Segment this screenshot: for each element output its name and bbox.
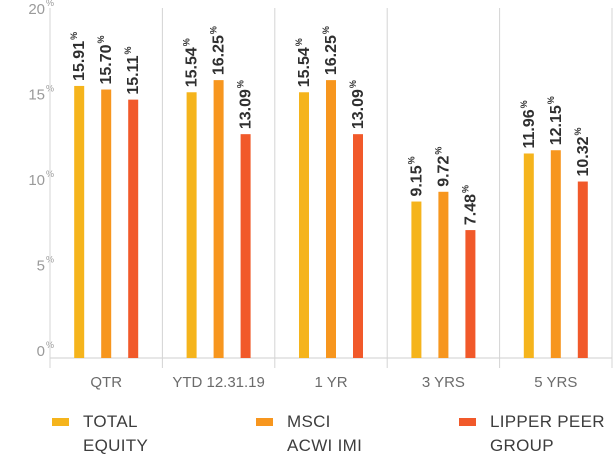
legend-label-msci-acwi-imi: MSCI ACWI IMI <box>287 412 363 455</box>
bar-5-yrs-msci-acwi-imi <box>550 150 561 358</box>
data-label-qtr-total-equity: 15.91% <box>69 32 88 81</box>
legend-item-total-equity: TOTAL EQUITY <box>52 410 148 458</box>
legend-swatch-total-equity <box>52 418 69 426</box>
bar-5-yrs-lipper-peer-group <box>577 181 588 358</box>
data-label-5-yrs-lipper-peer-group: 10.32% <box>573 127 592 176</box>
y-tick-label-15: 15 <box>28 87 45 104</box>
x-tick-label-ytd-12-31-19: YTD 12.31.19 <box>172 374 265 391</box>
legend-swatch-msci-acwi-imi <box>256 418 273 426</box>
x-tick-label-3-yrs: 3 YRS <box>422 374 465 391</box>
bar-3-yrs-total-equity <box>411 201 422 358</box>
data-label-percent: % <box>460 185 470 193</box>
bar-ytd-12-31-19-total-equity <box>186 92 197 359</box>
data-label-percent: % <box>96 35 106 43</box>
data-label-ytd-12-31-19-msci-acwi-imi: 16.25% <box>209 26 228 75</box>
data-label-5-yrs-msci-acwi-imi: 12.15% <box>546 96 565 145</box>
data-label-qtr-msci-acwi-imi: 15.70% <box>96 35 115 84</box>
data-label-percent: % <box>209 26 219 34</box>
bar-ytd-12-31-19-lipper-peer-group <box>240 134 251 358</box>
data-label-percent: % <box>406 156 416 164</box>
y-tick-label-20: 20 <box>28 1 45 18</box>
data-label-percent: % <box>519 100 529 108</box>
data-label-percent: % <box>69 32 79 40</box>
bar-ytd-12-31-19-msci-acwi-imi <box>213 80 224 358</box>
y-tick-label-5: 5 <box>37 258 45 275</box>
bar-3-yrs-lipper-peer-group <box>465 230 476 358</box>
y-tick-label-10: 10 <box>28 172 45 189</box>
bar-qtr-total-equity <box>74 85 85 359</box>
data-label-qtr-lipper-peer-group: 15.11% <box>123 46 142 94</box>
bar-qtr-lipper-peer-group <box>128 99 139 358</box>
legend-item-lipper-peer-group: LIPPER PEER GROUP <box>459 410 605 458</box>
data-label-percent: % <box>294 38 304 46</box>
legend-label-lipper-peer-group: LIPPER PEER GROUP <box>490 412 605 455</box>
data-label-percent: % <box>573 127 583 135</box>
legend-label-total-equity: TOTAL EQUITY <box>83 412 149 455</box>
data-label-percent: % <box>546 96 556 104</box>
data-label-percent: % <box>321 26 331 34</box>
data-label-5-yrs-total-equity: 11.96% <box>519 100 538 148</box>
bar-3-yrs-msci-acwi-imi <box>438 191 449 358</box>
bar-1-yr-msci-acwi-imi <box>326 80 336 358</box>
bar-1-yr-total-equity <box>299 92 309 359</box>
data-label-percent: % <box>182 38 192 46</box>
bar-5-yrs-total-equity <box>523 153 534 358</box>
bar-qtr-msci-acwi-imi <box>101 89 112 358</box>
data-label-3-yrs-lipper-peer-group: 7.48% <box>460 185 479 225</box>
data-label-percent: % <box>236 80 246 88</box>
data-label-ytd-12-31-19-total-equity: 15.54% <box>182 38 201 87</box>
data-label-3-yrs-total-equity: 9.15% <box>406 156 425 196</box>
legend-swatch-lipper-peer-group <box>459 418 476 426</box>
y-tick-label-0: 0 <box>37 343 45 360</box>
data-label-1-yr-total-equity: 15.54% <box>294 38 313 87</box>
data-label-ytd-12-31-19-lipper-peer-group: 13.09% <box>236 80 255 129</box>
data-label-percent: % <box>433 147 443 155</box>
data-label-1-yr-lipper-peer-group: 13.09% <box>348 80 367 129</box>
legend-item-msci-acwi-imi: MSCI ACWI IMI <box>256 410 362 458</box>
x-tick-label-1-yr: 1 YR <box>314 374 347 391</box>
data-label-1-yr-msci-acwi-imi: 16.25% <box>321 26 340 75</box>
data-label-3-yrs-msci-acwi-imi: 9.72% <box>433 147 452 187</box>
data-label-percent: % <box>123 46 133 54</box>
x-tick-label-5-yrs: 5 YRS <box>534 374 577 391</box>
bar-1-yr-lipper-peer-group <box>353 134 363 358</box>
y-tick-percent-20: % <box>46 0 54 8</box>
x-tick-label-qtr: QTR <box>90 374 122 391</box>
data-label-percent: % <box>348 80 358 88</box>
legend: TOTAL EQUITY MSCI ACWI IMI LIPPER PEER G… <box>0 410 615 458</box>
